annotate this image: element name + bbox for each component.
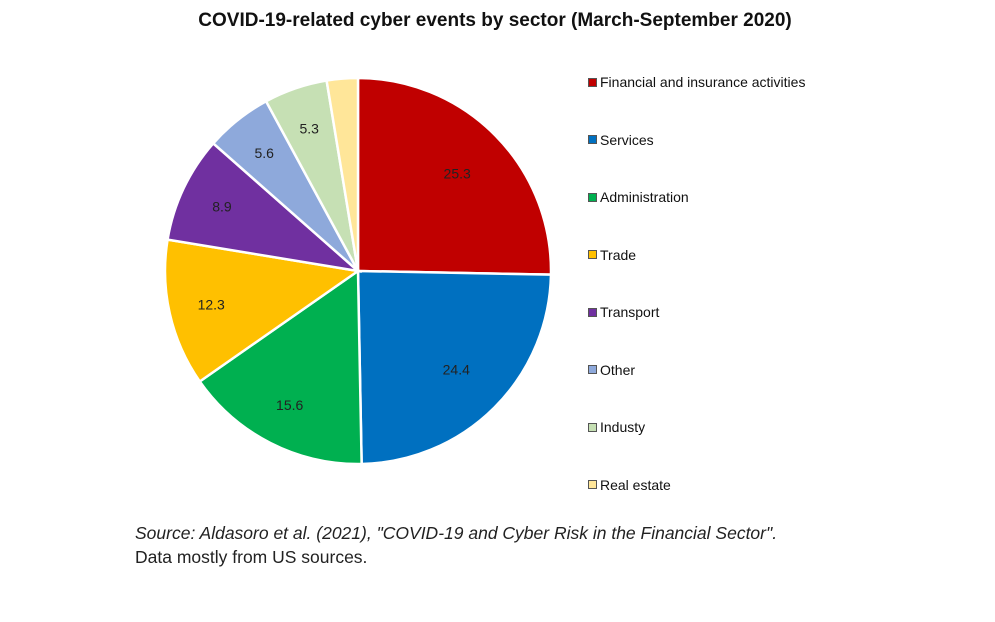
pie-slice-real-estate	[325, 76, 360, 272]
legend-swatch	[588, 250, 597, 259]
pie-slice-services	[356, 269, 553, 466]
source-text: Source: Aldasoro et al. (2021), "COVID-1…	[135, 523, 778, 543]
data-label: 5.6	[255, 145, 275, 161]
legend-item: Real estate	[588, 477, 671, 493]
legend-swatch	[588, 422, 597, 432]
legend-item: Administration	[588, 189, 689, 205]
legend-swatch	[588, 77, 597, 87]
legend-label: Financial and insurance activities	[600, 74, 806, 90]
data-label: 24.4	[443, 361, 470, 377]
legend-swatch	[588, 135, 597, 144]
legend-label: Transport	[600, 304, 660, 320]
legend-label: Services	[600, 131, 654, 148]
data-label: 25.3	[444, 166, 471, 182]
legend-item: Transport	[588, 304, 659, 320]
legend-item: Other	[588, 362, 635, 378]
legend-swatch	[588, 192, 597, 202]
chart-title: COVID-19-related cyber events by sector …	[198, 10, 792, 31]
legend-item: Trade	[588, 247, 636, 263]
legend-label: Real estate	[600, 476, 671, 493]
data-note: Data mostly from US sources.	[135, 547, 368, 567]
pie-slice-administration	[198, 268, 363, 466]
legend-swatch	[588, 480, 597, 489]
legend-swatch	[588, 365, 597, 374]
legend-label: Trade	[600, 246, 637, 263]
pie-slice-transport	[166, 141, 363, 273]
legend-item: Industy	[588, 419, 645, 435]
legend-label: Industy	[600, 419, 646, 435]
legend-swatch	[588, 307, 597, 317]
pie-slice-financial-and-insurance-activities	[356, 76, 553, 276]
pie-slice-trade	[163, 238, 362, 384]
legend-item: Services	[588, 132, 654, 148]
data-label: 12.3	[198, 296, 225, 312]
data-label: 8.9	[212, 198, 232, 214]
source-note: Source: Aldasoro et al. (2021), "COVID-1…	[135, 521, 835, 569]
data-label: 15.6	[276, 397, 303, 413]
data-label: 5.3	[300, 121, 320, 137]
legend-item: Financial and insurance activities	[588, 74, 805, 90]
legend-label: Administration	[600, 189, 689, 205]
legend-label: Other	[600, 361, 636, 378]
